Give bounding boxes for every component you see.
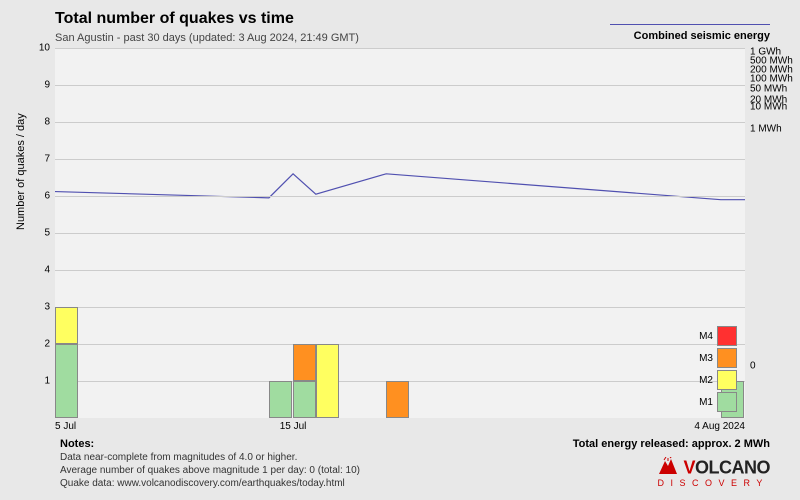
gridline <box>55 344 745 345</box>
mag-legend-label: M2 <box>699 375 713 386</box>
mag-legend-box <box>717 392 737 412</box>
bar <box>316 344 339 418</box>
gridline <box>55 307 745 308</box>
gridline <box>55 85 745 86</box>
bar <box>55 344 78 418</box>
bar <box>269 381 292 418</box>
x-tick: 4 Aug 2024 <box>694 421 745 432</box>
y1-tick: 9 <box>44 80 50 91</box>
x-tick: 5 Jul <box>55 421 76 432</box>
y1-axis-label: Number of quakes / day <box>15 113 27 230</box>
notes-title: Notes: <box>60 438 94 450</box>
logo-rest: OLCANO <box>695 457 770 477</box>
logo-text: VOLCANO <box>657 457 770 480</box>
legend-line-label: Combined seismic energy <box>634 30 770 42</box>
y1-tick: 4 <box>44 265 50 276</box>
chart-title: Total number of quakes vs time <box>55 10 294 28</box>
mag-legend-box <box>717 326 737 346</box>
y1-tick: 6 <box>44 191 50 202</box>
energy-total: Total energy released: approx. 2 MWh <box>573 438 770 450</box>
bar <box>293 344 316 381</box>
logo-subtitle: D I S C O V E R Y <box>657 478 770 488</box>
bar <box>386 381 409 418</box>
y1-tick: 10 <box>39 43 50 54</box>
logo: VOLCANO D I S C O V E R Y <box>657 457 770 488</box>
x-tick: 15 Jul <box>280 421 307 432</box>
y1-tick: 3 <box>44 302 50 313</box>
notes-line-3: Quake data: www.volcanodiscovery.com/ear… <box>60 478 345 489</box>
y1-tick: 5 <box>44 228 50 239</box>
y2-tick: 20 MWh <box>750 94 787 105</box>
mag-legend-box <box>717 348 737 368</box>
gridline <box>55 196 745 197</box>
y1-tick: 7 <box>44 154 50 165</box>
mag-legend-label: M1 <box>699 397 713 408</box>
notes-line-1: Data near-complete from magnitudes of 4.… <box>60 452 297 463</box>
y1-tick: 8 <box>44 117 50 128</box>
bar <box>293 381 316 418</box>
mag-legend-label: M4 <box>699 331 713 342</box>
gridline <box>55 48 745 49</box>
y2-tick: 0 <box>750 361 756 372</box>
plot-area: 1234567891001 MWh10 MWh20 MWh50 MWh100 M… <box>55 48 745 418</box>
y1-tick: 1 <box>44 376 50 387</box>
gridline <box>55 159 745 160</box>
chart-subtitle: San Agustin - past 30 days (updated: 3 A… <box>55 32 359 44</box>
y1-tick: 2 <box>44 339 50 350</box>
gridline <box>55 233 745 234</box>
bar <box>55 307 78 344</box>
mag-legend-label: M3 <box>699 353 713 364</box>
logo-v: V <box>683 457 695 477</box>
y2-tick: 1 MWh <box>750 124 782 135</box>
notes-line-2: Average number of quakes above magnitude… <box>60 465 360 476</box>
legend-line-sample <box>610 24 770 25</box>
y2-tick: 1 GWh <box>750 46 781 57</box>
mag-legend-box <box>717 370 737 390</box>
gridline <box>55 122 745 123</box>
gridline <box>55 270 745 271</box>
volcano-icon <box>657 457 679 480</box>
